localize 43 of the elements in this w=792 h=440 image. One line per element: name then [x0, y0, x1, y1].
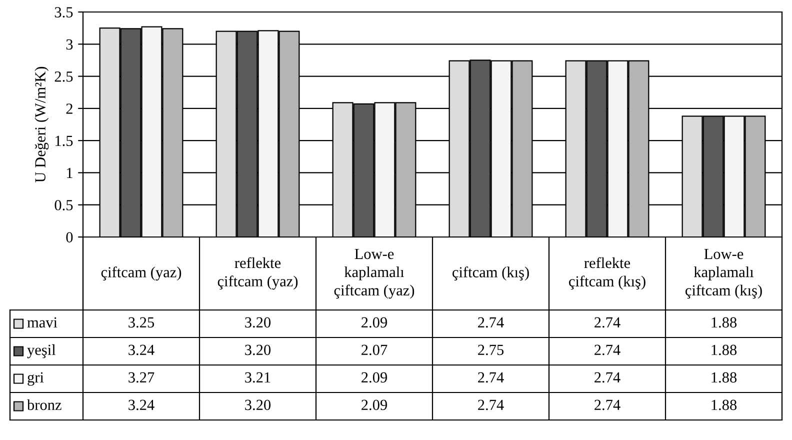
data-label: 2.74	[594, 372, 620, 383]
data-label: 2.74	[594, 344, 620, 356]
data-label: 2.74	[478, 400, 504, 410]
data-label: 1.88	[712, 317, 737, 328]
data-label: 2.09	[362, 317, 387, 328]
y-tick-label: 2.5	[54, 71, 73, 82]
data-label: 3.20	[245, 344, 271, 356]
x-tick-label: reflekte çiftcam (kış)	[569, 257, 646, 290]
y-tick-label: 0.5	[54, 200, 73, 210]
data-label: 3.25	[128, 317, 154, 328]
legend-label: mavi	[27, 317, 58, 328]
y-tick-label: 3.5	[54, 7, 73, 18]
y-tick-label: 3	[66, 39, 73, 50]
data-label: 2.74	[594, 400, 620, 410]
legend-label: yeşil	[27, 344, 56, 358]
data-label: 2.07	[362, 344, 388, 356]
y-axis-title: U Değeri (W/m²K)	[34, 66, 49, 182]
data-label: 3.20	[245, 400, 271, 410]
x-tick-label: Low-e kaplamalı çiftcam (kış)	[686, 248, 762, 299]
data-label: 1.88	[712, 344, 737, 356]
y-tick-label: 1	[66, 168, 72, 178]
data-label: 3.24	[128, 400, 154, 410]
data-label: 2.74	[478, 372, 504, 383]
data-label: 2.09	[362, 372, 387, 383]
data-label: 2.74	[594, 317, 620, 328]
legend-label: gri	[28, 372, 44, 386]
y-tick-label: 1.5	[56, 136, 73, 146]
x-tick-label: çiftcam (kış)	[452, 266, 529, 281]
x-tick-label: çiftcam (yaz)	[101, 266, 182, 281]
data-label: 1.88	[712, 372, 737, 383]
data-label: 3.27	[128, 372, 154, 383]
data-label: 2.74	[478, 317, 504, 328]
data-label: 2.09	[362, 400, 387, 410]
x-tick-label: Low-e kaplamalı çiftcam (yaz)	[334, 248, 414, 299]
x-tick-label: reflekte çiftcam (yaz)	[218, 257, 298, 290]
data-label: 2.75	[478, 344, 504, 356]
data-label: 3.20	[245, 317, 271, 328]
legend-label: bronz	[27, 399, 62, 410]
data-label: 3.24	[128, 344, 154, 356]
data-label: 3.21	[245, 372, 270, 383]
data-label: 1.88	[712, 400, 737, 410]
y-tick-label: 2	[66, 104, 72, 114]
y-tick-label: 0	[66, 232, 73, 242]
